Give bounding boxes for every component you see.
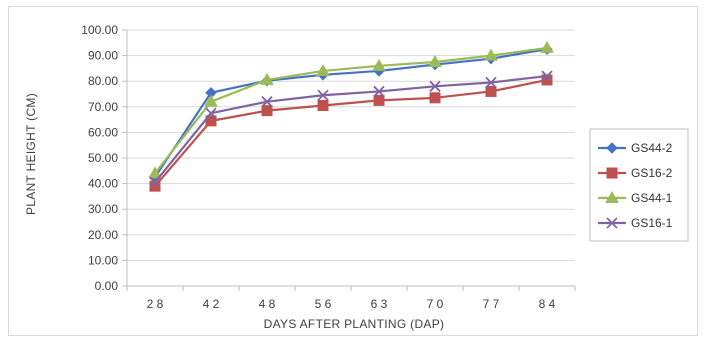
data-point bbox=[429, 92, 441, 104]
legend-item: GS44-1 bbox=[598, 190, 673, 205]
data-point bbox=[204, 94, 218, 107]
legend-items: GS44-2 GS16-2 GS44-1 GS16-1 bbox=[598, 141, 673, 230]
data-point bbox=[540, 40, 554, 53]
data-point bbox=[260, 72, 274, 85]
legend-item: GS44-2 bbox=[598, 141, 673, 155]
x-tick-label: 5 6 bbox=[315, 297, 332, 311]
data-point bbox=[261, 105, 273, 117]
series-line bbox=[154, 48, 548, 178]
data-point bbox=[149, 176, 161, 188]
legend: GS44-2 GS16-2 GS44-1 GS16-1 bbox=[589, 128, 689, 242]
series-gs44-1 bbox=[148, 40, 554, 179]
x-tick-labels: 2 8 4 2 4 8 5 6 6 3 7 0 7 7 8 4 bbox=[147, 297, 556, 311]
legend-label: GS16-2 bbox=[631, 166, 673, 180]
data-point bbox=[373, 94, 385, 106]
legend-marker bbox=[605, 190, 619, 203]
data-point bbox=[372, 58, 386, 71]
legend-item: GS16-2 bbox=[598, 166, 673, 180]
x-tick-label: 2 8 bbox=[147, 297, 164, 311]
legend-marker bbox=[606, 217, 618, 229]
x-tick-label: 7 7 bbox=[483, 297, 500, 311]
y-tick-label: 90.00 bbox=[88, 49, 118, 63]
y-axis-label: PLANT HEIGHT (CM) bbox=[24, 93, 38, 215]
series-line bbox=[154, 78, 548, 187]
data-point bbox=[373, 85, 385, 98]
y-tick-label: 0.00 bbox=[95, 279, 119, 293]
data-point bbox=[429, 80, 441, 92]
plant-height-line-chart: 0.00 10.00 20.00 30.00 40.00 50.00 60.00 70.00 8… bbox=[24, 23, 689, 331]
data-point bbox=[317, 89, 329, 101]
data-point bbox=[428, 54, 442, 67]
data-point bbox=[541, 70, 553, 82]
x-tick-label: 4 2 bbox=[203, 297, 220, 311]
y-tick-label: 60.00 bbox=[88, 125, 118, 139]
y-tick-labels: 0.00 10.00 20.00 30.00 40.00 50.00 60.00 70.00 8… bbox=[81, 23, 118, 293]
data-point bbox=[485, 85, 497, 97]
legend-marker bbox=[606, 142, 618, 154]
data-point bbox=[316, 63, 330, 76]
y-tick-label: 10.00 bbox=[88, 253, 118, 267]
y-tick-label: 20.00 bbox=[88, 228, 118, 242]
y-tick-label: 70.00 bbox=[88, 100, 118, 114]
series-gs16-1 bbox=[149, 70, 553, 188]
y-tick-label: 30.00 bbox=[88, 202, 118, 216]
data-point bbox=[205, 107, 217, 119]
y-tick-label: 100.00 bbox=[81, 23, 118, 37]
legend-marker bbox=[606, 167, 618, 179]
y-tick-label: 50.00 bbox=[88, 151, 118, 165]
data-point bbox=[485, 76, 497, 89]
data-series bbox=[148, 40, 554, 192]
x-axis-label: DAYS AFTER PLANTING (DAP) bbox=[264, 317, 445, 331]
legend-item: GS16-1 bbox=[598, 216, 673, 230]
data-point bbox=[148, 166, 162, 179]
x-tick-label: 7 0 bbox=[427, 297, 444, 311]
series-gs16-2 bbox=[149, 74, 553, 192]
x-tick-label: 8 4 bbox=[539, 297, 556, 311]
gridlines bbox=[127, 29, 575, 261]
series-line bbox=[154, 46, 548, 175]
data-point bbox=[317, 100, 329, 112]
legend-label: GS44-1 bbox=[631, 191, 673, 205]
legend-label: GS44-2 bbox=[631, 141, 673, 155]
legend-label: GS16-1 bbox=[631, 216, 673, 230]
axes bbox=[122, 29, 576, 291]
x-tick-label: 6 3 bbox=[371, 297, 388, 311]
data-point bbox=[484, 48, 498, 61]
chart-frame: 0.00 10.00 20.00 30.00 40.00 50.00 60.00 70.00 8… bbox=[8, 6, 698, 336]
data-point bbox=[261, 96, 273, 108]
series-line bbox=[154, 74, 548, 184]
y-tick-label: 40.00 bbox=[88, 177, 118, 191]
y-tick-label: 80.00 bbox=[88, 74, 118, 88]
x-tick-label: 4 8 bbox=[259, 297, 276, 311]
